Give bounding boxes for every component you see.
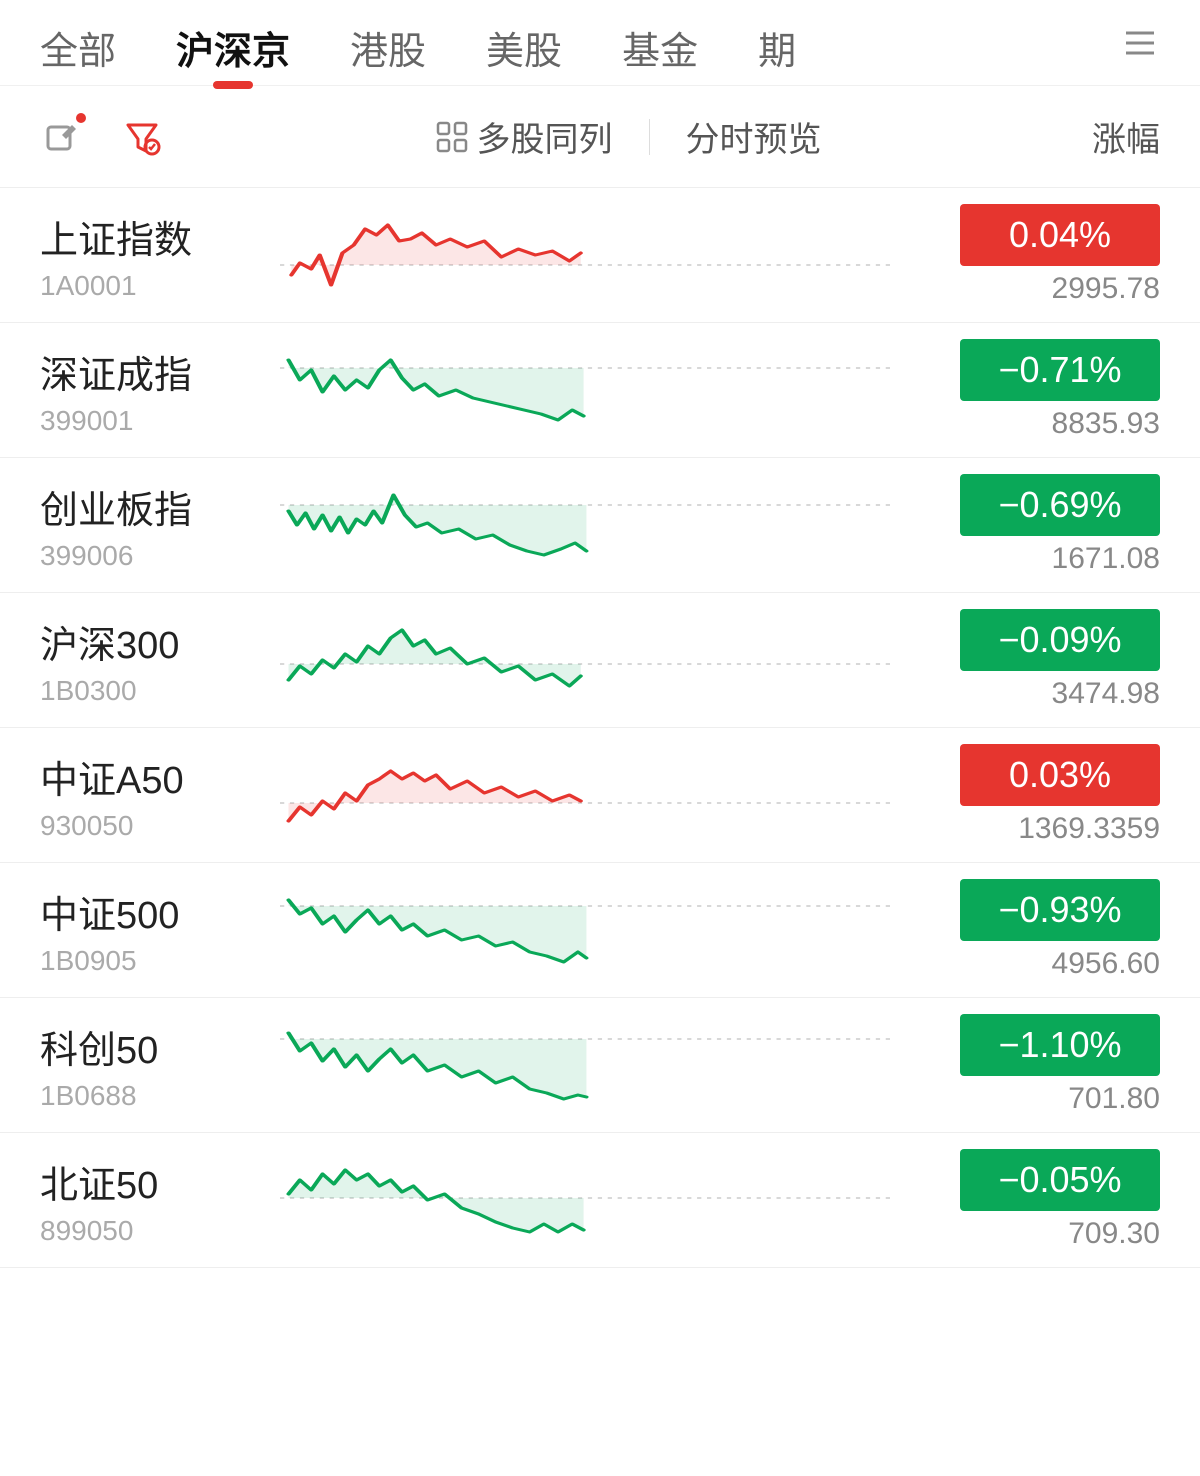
- tab-4[interactable]: 基金: [622, 20, 698, 75]
- tab-3[interactable]: 美股: [486, 20, 562, 75]
- stock-name-block: 科创50 1B0688: [40, 1019, 260, 1112]
- pct-badge: 0.04%: [960, 204, 1160, 266]
- stock-name: 中证500: [40, 884, 260, 939]
- pct-badge: −0.93%: [960, 879, 1160, 941]
- stock-name-block: 深证成指 399001: [40, 344, 260, 437]
- stock-row[interactable]: 北证50 899050 −0.05% 709.30: [0, 1133, 1200, 1268]
- price-block: −0.93% 4956.60: [910, 879, 1160, 981]
- sparkline-chart: [280, 1150, 890, 1250]
- stock-name-block: 中证A50 930050: [40, 749, 260, 842]
- pct-badge: −0.71%: [960, 339, 1160, 401]
- sparkline-chart: [280, 340, 890, 440]
- pct-badge: −0.05%: [960, 1149, 1160, 1211]
- stock-name: 创业板指: [40, 479, 260, 534]
- sparkline-chart: [280, 205, 890, 305]
- price-value: 2995.78: [910, 272, 1160, 306]
- sparkline-chart: [280, 1015, 890, 1115]
- sparkline-chart: [280, 880, 890, 980]
- price-value: 1671.08: [910, 542, 1160, 576]
- stock-name: 北证50: [40, 1154, 260, 1209]
- time-preview-label: 分时预览: [686, 112, 822, 161]
- filter-icon[interactable]: [120, 115, 164, 159]
- price-block: −0.69% 1671.08: [910, 474, 1160, 576]
- stock-row[interactable]: 中证A50 930050 0.03% 1369.3359: [0, 728, 1200, 863]
- stock-code: 930050: [40, 810, 260, 842]
- pct-badge: −0.09%: [960, 609, 1160, 671]
- price-value: 4956.60: [910, 947, 1160, 981]
- sparkline-chart: [280, 610, 890, 710]
- stock-code: 1B0300: [40, 675, 260, 707]
- stock-name-block: 中证500 1B0905: [40, 884, 260, 977]
- market-tabs: 全部 沪深京 港股 美股 基金 期: [0, 0, 1200, 86]
- stock-name-block: 北证50 899050: [40, 1154, 260, 1247]
- stock-code: 1B0688: [40, 1080, 260, 1112]
- price-value: 701.80: [910, 1082, 1160, 1116]
- stock-name-block: 上证指数 1A0001: [40, 209, 260, 302]
- stock-code: 399001: [40, 405, 260, 437]
- stock-name: 科创50: [40, 1019, 260, 1074]
- stock-code: 399006: [40, 540, 260, 572]
- grid-icon: [435, 120, 469, 154]
- tab-0[interactable]: 全部: [40, 20, 116, 75]
- price-block: −0.71% 8835.93: [910, 339, 1160, 441]
- stock-row[interactable]: 中证500 1B0905 −0.93% 4956.60: [0, 863, 1200, 998]
- sort-button[interactable]: 涨幅: [1092, 112, 1160, 161]
- price-block: −1.10% 701.80: [910, 1014, 1160, 1116]
- price-block: 0.04% 2995.78: [910, 204, 1160, 306]
- price-value: 1369.3359: [910, 812, 1160, 846]
- price-block: −0.09% 3474.98: [910, 609, 1160, 711]
- stock-row[interactable]: 沪深300 1B0300 −0.09% 3474.98: [0, 593, 1200, 728]
- sort-label: 涨幅: [1092, 112, 1160, 161]
- price-value: 709.30: [910, 1217, 1160, 1251]
- pct-badge: −0.69%: [960, 474, 1160, 536]
- stock-row[interactable]: 上证指数 1A0001 0.04% 2995.78: [0, 188, 1200, 323]
- multi-view-label: 多股同列: [477, 112, 613, 161]
- price-value: 3474.98: [910, 677, 1160, 711]
- stock-row[interactable]: 科创50 1B0688 −1.10% 701.80: [0, 998, 1200, 1133]
- stock-code: 1A0001: [40, 270, 260, 302]
- stock-row[interactable]: 深证成指 399001 −0.71% 8835.93: [0, 323, 1200, 458]
- toolbar-divider: [649, 119, 650, 155]
- time-preview-button[interactable]: 分时预览: [686, 112, 822, 161]
- stock-name: 深证成指: [40, 344, 260, 399]
- price-block: −0.05% 709.30: [910, 1149, 1160, 1251]
- tab-5[interactable]: 期: [758, 20, 796, 75]
- toolbar: 多股同列 分时预览 涨幅: [0, 86, 1200, 188]
- stock-name: 上证指数: [40, 209, 260, 264]
- price-block: 0.03% 1369.3359: [910, 744, 1160, 846]
- tab-1[interactable]: 沪深京: [176, 20, 290, 75]
- pct-badge: −1.10%: [960, 1014, 1160, 1076]
- stock-code: 899050: [40, 1215, 260, 1247]
- multi-view-button[interactable]: 多股同列: [435, 112, 613, 161]
- sparkline-chart: [280, 475, 890, 575]
- stock-name: 中证A50: [40, 749, 260, 804]
- stock-name-block: 创业板指 399006: [40, 479, 260, 572]
- stock-name-block: 沪深300 1B0300: [40, 614, 260, 707]
- tab-2[interactable]: 港股: [350, 20, 426, 75]
- stock-code: 1B0905: [40, 945, 260, 977]
- stock-list: 上证指数 1A0001 0.04% 2995.78 深证成指 399001 −0.71% 88…: [0, 188, 1200, 1268]
- edit-icon[interactable]: [40, 115, 84, 159]
- price-value: 8835.93: [910, 407, 1160, 441]
- pct-badge: 0.03%: [960, 744, 1160, 806]
- sparkline-chart: [280, 745, 890, 845]
- menu-icon[interactable]: [1120, 23, 1160, 73]
- stock-row[interactable]: 创业板指 399006 −0.69% 1671.08: [0, 458, 1200, 593]
- stock-name: 沪深300: [40, 614, 260, 669]
